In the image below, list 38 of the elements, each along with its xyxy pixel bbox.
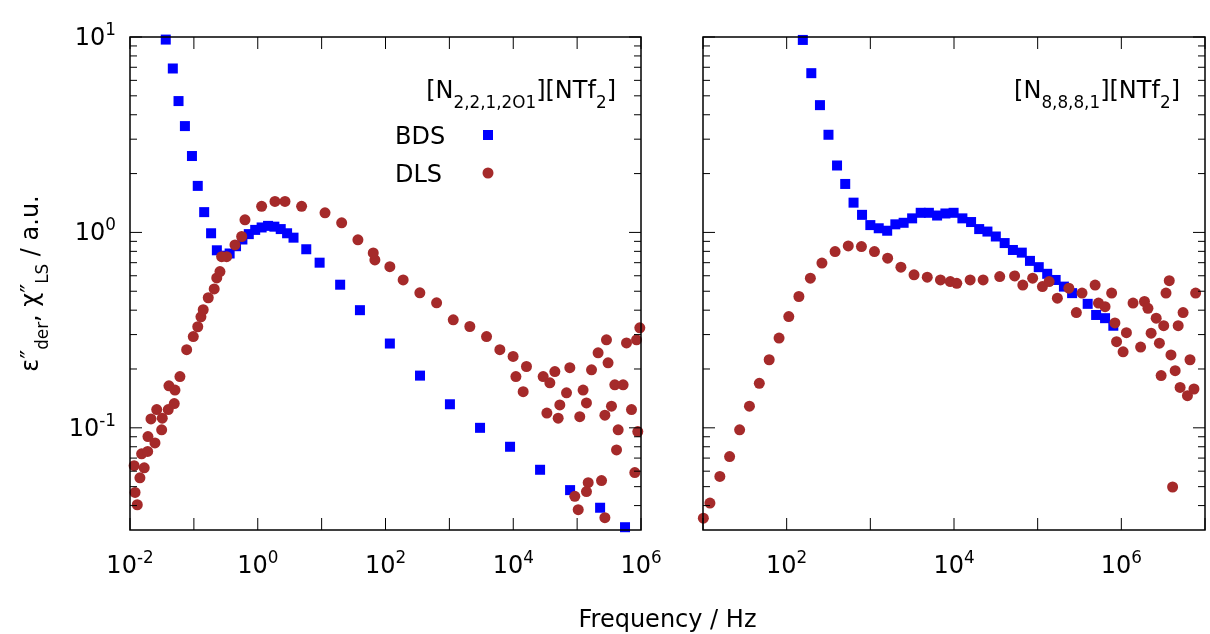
- point: [882, 225, 893, 236]
- point: [890, 219, 901, 230]
- y-tick-label: 10$^{-1}$: [68, 409, 116, 442]
- text: [N$_{8,8,8,1}$][NTf$_{2}$]: [1014, 76, 1180, 112]
- y-tick-label: 10$^{1}$: [74, 19, 116, 51]
- point: [907, 213, 918, 224]
- point: [1007, 244, 1018, 255]
- point: [957, 213, 968, 224]
- point: [806, 68, 817, 79]
- point: [814, 100, 825, 111]
- x-tick-label: 10$^{0}$: [237, 547, 279, 579]
- point: [848, 197, 859, 208]
- point: [840, 178, 851, 189]
- x-tick-label: 10$^{2}$: [766, 547, 808, 579]
- point: [990, 231, 1001, 242]
- point: [1033, 262, 1044, 273]
- y-tick-label: 10$^{0}$: [74, 214, 116, 247]
- text: [N$_{2,2,1,2O1}$][NTf$_{2}$]: [426, 76, 616, 112]
- x-tick-label: 10$^{6}$: [1100, 547, 1142, 579]
- legend-label: BDS: [395, 122, 446, 150]
- x-tick-label: 10$^{2}$: [364, 547, 407, 579]
- x-tick-label: 10$^{4}$: [492, 547, 534, 579]
- point: [898, 217, 909, 228]
- x-tick-label: 10$^{-2}$: [106, 547, 154, 579]
- point: [832, 160, 843, 171]
- point: [1024, 255, 1035, 266]
- x-tick-label: 10$^{6}$: [620, 547, 662, 579]
- point: [823, 129, 834, 140]
- legend-label: DLS: [395, 160, 443, 188]
- x-axis-title: Frequency / Hz: [578, 605, 757, 633]
- point: [857, 209, 868, 220]
- point: [865, 220, 876, 231]
- point: [966, 217, 977, 228]
- x-tick-label: 10$^{4}$: [933, 547, 975, 579]
- point: [1016, 247, 1027, 258]
- point: [999, 238, 1010, 249]
- point: [982, 226, 993, 237]
- point: [948, 207, 959, 218]
